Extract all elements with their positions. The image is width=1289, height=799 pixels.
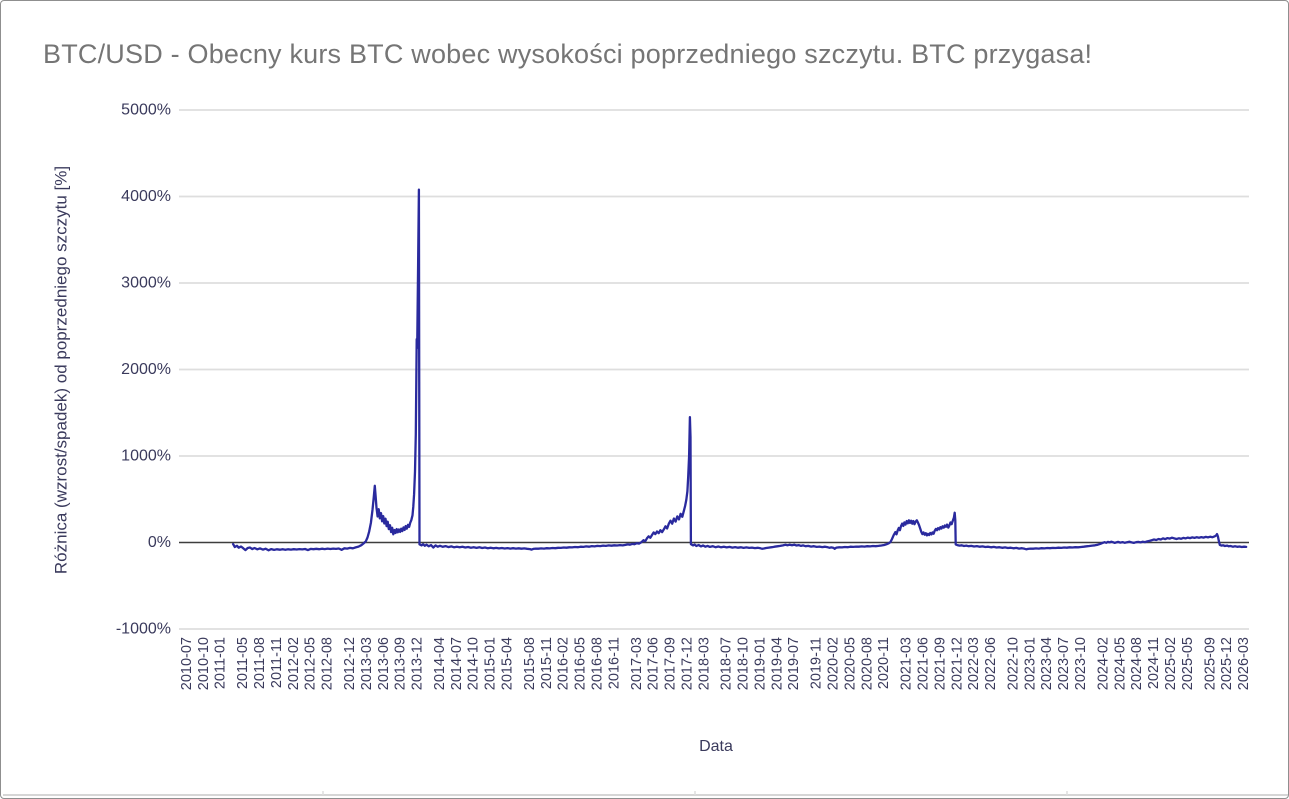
x-tick-label: 2016-11: [606, 637, 622, 689]
x-tick-label: 2026-03: [1236, 637, 1252, 690]
x-tick-label: 2010-10: [196, 637, 212, 690]
x-tick-label: 2023-01: [1022, 637, 1038, 690]
x-tick-label: 2017-06: [646, 637, 662, 690]
x-tick-label: 2018-07: [719, 637, 735, 690]
x-tick-label: 2022-06: [983, 637, 999, 690]
x-tick-label: 2022-03: [966, 637, 982, 690]
x-tick-label: 2024-08: [1129, 637, 1145, 690]
y-tick-label: 3000%: [121, 275, 171, 292]
y-tick-label: 1000%: [121, 448, 171, 465]
x-tick-label: 2016-08: [589, 637, 605, 690]
x-tick-label: 2025-12: [1219, 637, 1235, 690]
x-tick-label: 2012-08: [320, 637, 336, 690]
x-tick-label: 2021-09: [932, 637, 948, 690]
x-tick-label: 2014-10: [466, 637, 482, 690]
x-tick-label: 2017-12: [679, 637, 695, 690]
x-tick-label: 2016-05: [573, 637, 589, 690]
x-tick-label: 2011-11: [269, 637, 285, 688]
y-tick-label: -1000%: [116, 621, 171, 638]
x-tick-label: 2015-01: [483, 637, 499, 690]
x-tick-label: 2015-04: [500, 637, 516, 690]
x-tick-label: 2023-07: [1056, 637, 1072, 690]
x-tick-label: 2017-03: [629, 637, 645, 690]
x-tick-label: 2012-02: [286, 637, 302, 690]
x-tick-label: 2015-08: [522, 637, 538, 690]
x-tick-label: 2019-01: [753, 637, 769, 690]
x-tick-label: 2015-11: [539, 637, 555, 689]
x-tick-label: 2014-07: [449, 637, 465, 690]
price-line: [231, 188, 1248, 552]
x-tick-label: 2020-05: [842, 637, 858, 690]
y-axis-title: Różnica (wzrost/spadek) od poprzedniego …: [52, 166, 71, 574]
x-tick-label: 2021-06: [916, 637, 932, 690]
x-tick-label: 2025-09: [1202, 637, 1218, 690]
x-tick-label: 2017-09: [663, 637, 679, 690]
x-tick-label: 2021-12: [949, 637, 965, 690]
x-tick-label: 2024-11: [1146, 637, 1162, 689]
x-tick-label: 2011-08: [252, 637, 268, 689]
x-tick-label: 2021-03: [899, 637, 915, 690]
x-tick-label: 2013-12: [410, 637, 426, 690]
x-tick-label: 2023-10: [1073, 637, 1089, 690]
x-tick-label: 2012-12: [342, 637, 358, 690]
y-tick-label: 5000%: [121, 102, 171, 119]
x-tick-label: 2019-07: [786, 637, 802, 690]
y-tick-label: 4000%: [121, 188, 171, 205]
x-tick-label: 2025-02: [1163, 637, 1179, 690]
x-tick-label: 2014-04: [432, 637, 448, 690]
x-tick-label: 2013-03: [359, 637, 375, 690]
x-tick-label: 2018-03: [696, 637, 712, 690]
x-tick-label: 2024-05: [1112, 637, 1128, 690]
x-tick-label: 2024-02: [1095, 637, 1111, 690]
x-tick-label: 2016-02: [556, 637, 572, 690]
x-tick-label: 2011-01: [213, 637, 229, 689]
x-tick-label: 2025-05: [1180, 637, 1196, 690]
x-tick-label: 2011-05: [235, 637, 251, 689]
x-tick-label: 2018-10: [736, 637, 752, 690]
x-tick-label: 2013-09: [393, 637, 409, 690]
x-tick-label: 2012-05: [303, 637, 319, 690]
x-tick-label: 2019-04: [769, 637, 785, 690]
x-axis-title: Data: [699, 738, 733, 755]
chart-title: BTC/USD - Obecny kurs BTC wobec wysokośc…: [43, 39, 1093, 69]
x-tick-label: 2020-11: [876, 637, 892, 689]
x-tick-label: 2020-02: [826, 637, 842, 690]
x-tick-label: 2020-08: [859, 637, 875, 690]
x-tick-label: 2023-04: [1039, 637, 1055, 690]
y-tick-label: 0%: [148, 534, 171, 551]
x-tick-label: 2022-10: [1006, 637, 1022, 690]
x-tick-label: 2013-06: [376, 637, 392, 690]
x-tick-label: 2019-11: [809, 637, 825, 689]
y-tick-label: 2000%: [121, 361, 171, 378]
x-tick-label: 2010-07: [179, 637, 195, 690]
